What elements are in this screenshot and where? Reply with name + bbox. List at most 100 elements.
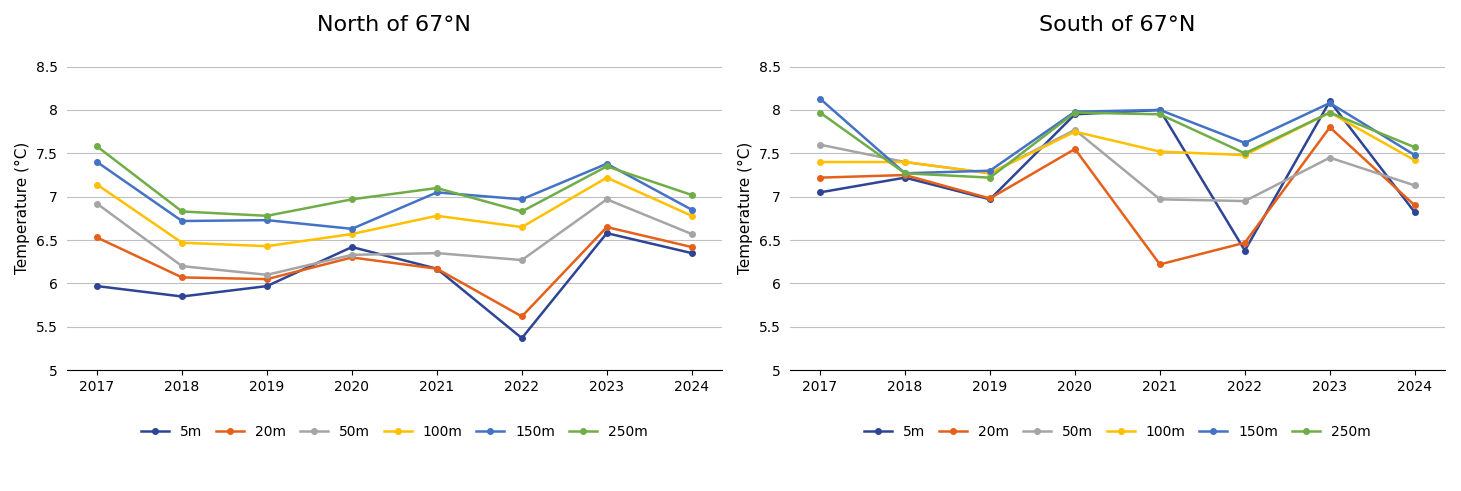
100m [1405, 157, 1423, 163]
Line: 250m: 250m [817, 110, 1417, 180]
100m [88, 182, 105, 188]
100m [982, 170, 999, 176]
150m [598, 161, 615, 167]
20m [1067, 146, 1084, 152]
Line: 100m: 100m [817, 110, 1417, 176]
5m [343, 244, 361, 250]
50m [1067, 127, 1084, 133]
Legend: 5m, 20m, 50m, 100m, 150m, 250m: 5m, 20m, 50m, 100m, 150m, 250m [859, 419, 1376, 444]
50m [174, 263, 191, 269]
5m [88, 283, 105, 289]
150m [343, 226, 361, 232]
250m [88, 143, 105, 149]
Line: 150m: 150m [95, 159, 694, 232]
100m [428, 213, 446, 219]
50m [1151, 196, 1169, 202]
5m [1067, 111, 1084, 117]
50m [428, 250, 446, 256]
20m [1405, 202, 1423, 208]
250m [513, 209, 530, 215]
Line: 100m: 100m [95, 175, 694, 249]
Line: 20m: 20m [95, 224, 694, 319]
Y-axis label: Temperature (°C): Temperature (°C) [15, 141, 31, 273]
50m [343, 252, 361, 258]
50m [1405, 183, 1423, 189]
150m [1321, 100, 1338, 106]
100m [1067, 129, 1084, 135]
5m [811, 190, 828, 195]
20m [982, 195, 999, 201]
250m [259, 213, 276, 219]
5m [259, 283, 276, 289]
250m [896, 170, 913, 176]
100m [682, 213, 700, 219]
50m [513, 257, 530, 263]
Legend: 5m, 20m, 50m, 100m, 150m, 250m: 5m, 20m, 50m, 100m, 150m, 250m [136, 419, 653, 444]
5m [1405, 209, 1423, 215]
20m [1151, 261, 1169, 267]
100m [811, 159, 828, 165]
150m [896, 170, 913, 176]
Y-axis label: Temperature (°C): Temperature (°C) [738, 141, 752, 273]
150m [811, 96, 828, 102]
250m [1405, 144, 1423, 150]
250m [982, 175, 999, 181]
150m [1405, 152, 1423, 158]
100m [896, 159, 913, 165]
5m [428, 266, 446, 272]
100m [174, 240, 191, 246]
5m [982, 196, 999, 202]
20m [896, 172, 913, 178]
20m [88, 235, 105, 241]
5m [896, 175, 913, 181]
Title: North of 67°N: North of 67°N [317, 15, 472, 35]
5m [513, 335, 530, 341]
150m [88, 159, 105, 165]
150m [1236, 140, 1254, 146]
250m [343, 196, 361, 202]
150m [259, 217, 276, 223]
Line: 50m: 50m [95, 196, 694, 277]
Line: 50m: 50m [817, 127, 1417, 204]
50m [1236, 198, 1254, 204]
150m [1151, 107, 1169, 113]
Title: South of 67°N: South of 67°N [1039, 15, 1195, 35]
20m [428, 266, 446, 272]
100m [343, 231, 361, 237]
100m [598, 175, 615, 181]
20m [174, 274, 191, 280]
5m [1236, 247, 1254, 253]
20m [513, 314, 530, 320]
5m [1321, 98, 1338, 104]
50m [682, 231, 700, 237]
150m [982, 168, 999, 174]
50m [598, 196, 615, 202]
150m [428, 190, 446, 195]
50m [982, 170, 999, 176]
20m [1236, 240, 1254, 246]
250m [428, 185, 446, 191]
100m [259, 243, 276, 249]
250m [682, 192, 700, 198]
5m [1151, 107, 1169, 113]
5m [598, 230, 615, 236]
250m [1151, 111, 1169, 117]
5m [174, 294, 191, 300]
250m [1321, 109, 1338, 115]
150m [174, 218, 191, 224]
Line: 150m: 150m [817, 96, 1417, 176]
250m [174, 209, 191, 215]
250m [598, 164, 615, 169]
50m [259, 272, 276, 278]
100m [1321, 109, 1338, 115]
150m [1067, 109, 1084, 114]
Line: 5m: 5m [817, 99, 1417, 253]
50m [896, 159, 913, 165]
150m [513, 196, 530, 202]
20m [343, 254, 361, 260]
150m [682, 207, 700, 213]
Line: 5m: 5m [95, 230, 694, 341]
250m [1236, 150, 1254, 156]
20m [598, 224, 615, 230]
20m [811, 175, 828, 181]
